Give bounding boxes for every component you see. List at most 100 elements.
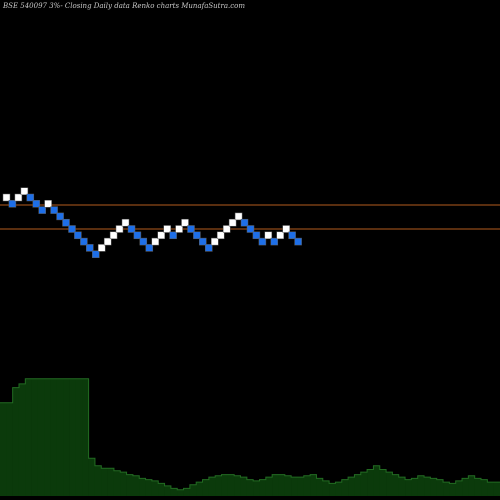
volume-bar (379, 469, 387, 496)
volume-bar (170, 488, 178, 496)
renko-brick-up (157, 231, 165, 240)
renko-brick-down (294, 237, 302, 246)
volume-bar (94, 465, 102, 496)
renko-brick-up (109, 231, 118, 240)
volume-bar (291, 477, 298, 496)
volume-bar (120, 472, 127, 496)
volume-bar (158, 483, 165, 496)
volume-bar (367, 469, 374, 496)
volume-bar (278, 474, 286, 496)
volume-bar (481, 479, 488, 496)
renko-brick-up (282, 225, 290, 233)
volume-bar (44, 378, 51, 496)
volume-bar (411, 478, 419, 496)
renko-brick-down (74, 231, 82, 240)
volume-bar (468, 475, 475, 496)
volume-bar (177, 489, 184, 496)
volume-bar (208, 477, 216, 496)
volume-bar (234, 475, 241, 496)
volume-bar (493, 482, 500, 496)
renko-brick-up (222, 225, 231, 233)
volume-bar (82, 378, 89, 496)
volume-bar (392, 474, 400, 496)
volume-bar (386, 472, 393, 496)
renko-brick-up (163, 225, 171, 233)
renko-brick-down (80, 237, 88, 246)
volume-bar (246, 479, 254, 496)
renko-brick-up (181, 218, 189, 227)
volume-bar (316, 478, 324, 496)
renko-brick-up (211, 237, 219, 246)
volume-bar (398, 477, 406, 496)
volume-bar (329, 483, 336, 496)
renko-brick-down (199, 237, 207, 246)
volume-bar (487, 482, 494, 496)
renko-brick-up (115, 225, 124, 233)
renko-brick-down (246, 225, 255, 233)
renko-brick-down (205, 244, 213, 252)
volume-bar (373, 465, 381, 496)
renko-brick-down (127, 225, 136, 233)
renko-brick-down (139, 237, 148, 246)
renko-brick-up (228, 218, 237, 227)
renko-bricks (2, 187, 302, 258)
volume-bar (303, 475, 311, 496)
volume-bar (265, 477, 273, 496)
volume-bar (37, 378, 45, 496)
renko-brick-down (288, 231, 296, 240)
renko-brick-up (216, 231, 225, 240)
renko-brick-down (32, 200, 41, 208)
renko-brick-down (38, 206, 46, 214)
volume-bar (443, 482, 450, 496)
volume-bar (354, 474, 362, 496)
volume-bar (297, 477, 305, 496)
volume-bar (360, 472, 368, 496)
renko-brick-up (44, 200, 52, 208)
renko-brick-up (276, 231, 284, 240)
volume-bar (25, 378, 32, 496)
renko-brick-up (97, 244, 106, 252)
volume-bar (126, 474, 134, 496)
volume-bar (139, 478, 146, 496)
volume-bar (183, 488, 191, 496)
renko-brick-down (193, 231, 201, 240)
volume-bar (189, 484, 197, 496)
renko-brick-down (187, 225, 195, 233)
renko-brick-down (26, 193, 35, 202)
renko-brick-down (86, 244, 94, 252)
volume-bar (0, 402, 7, 496)
renko-brick-down (258, 237, 267, 246)
renko-brick-up (121, 218, 130, 227)
renko-brick-up (264, 231, 273, 240)
volume-bar (50, 378, 58, 496)
renko-brick-up (2, 193, 11, 202)
volume-bar (253, 480, 260, 496)
volume-bar (240, 477, 248, 496)
volume-bar (56, 378, 64, 496)
volume-bar (107, 468, 115, 496)
renko-brick-down (92, 250, 100, 258)
renko-brick-up (175, 225, 183, 233)
volume-bar (335, 482, 343, 496)
renko-brick-down (252, 231, 261, 240)
volume-bar (310, 474, 317, 496)
volume-bar (63, 378, 70, 496)
volume-bar (18, 383, 26, 496)
renko-brick-down (240, 218, 249, 227)
volume-bar (12, 387, 20, 496)
volume-bar (259, 479, 267, 496)
renko-brick-down (169, 231, 177, 240)
renko-brick-up (103, 237, 112, 246)
renko-brick-down (62, 218, 70, 227)
volume-bar (75, 378, 83, 496)
volume-bar (69, 378, 77, 496)
volume-bar (164, 485, 172, 496)
volume-bar (113, 470, 121, 496)
volume-bar (424, 477, 431, 496)
volume-bar (132, 475, 140, 496)
volume-bar (449, 483, 456, 496)
volume-bar (462, 478, 469, 496)
volume-bar (436, 479, 444, 496)
volume-bar (322, 480, 330, 496)
